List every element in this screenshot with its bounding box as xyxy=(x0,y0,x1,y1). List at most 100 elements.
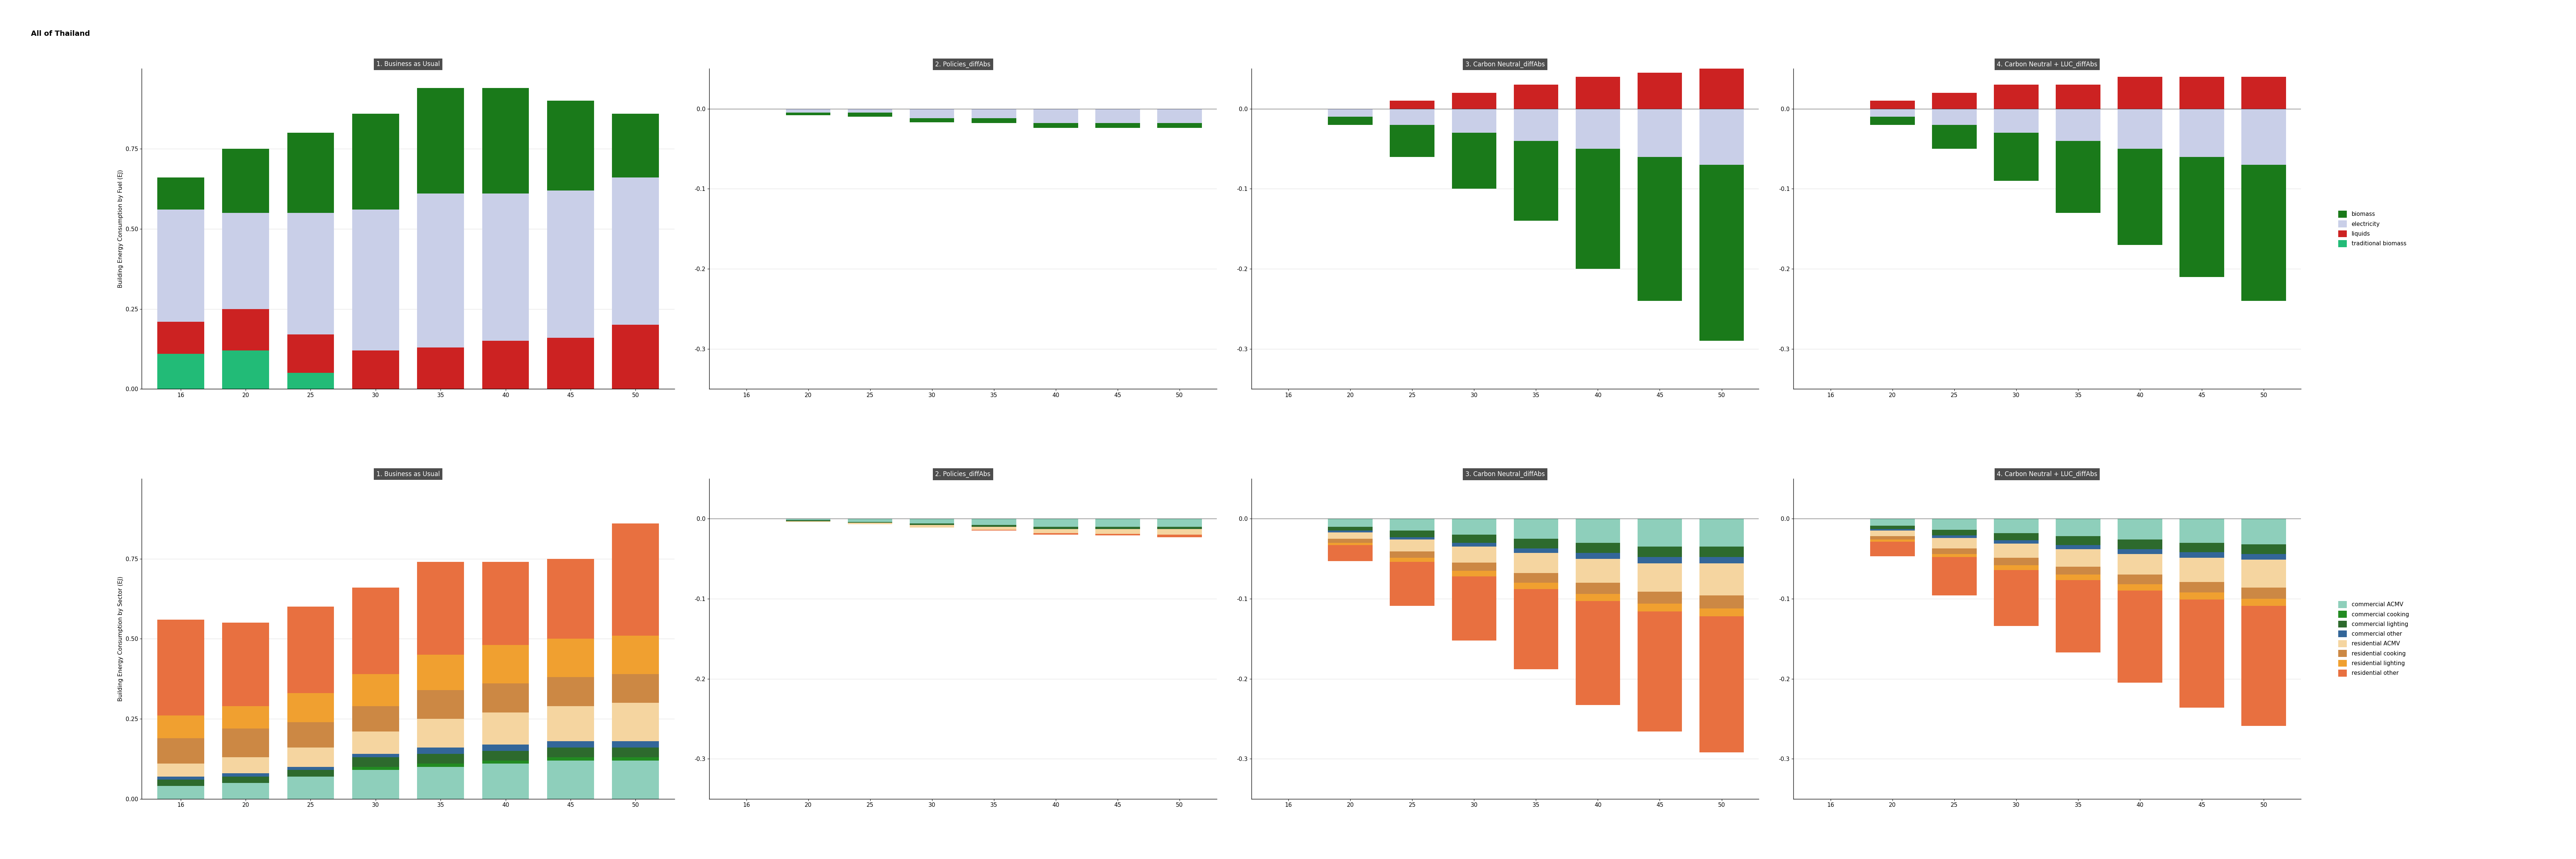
Bar xyxy=(157,210,204,322)
Bar xyxy=(1700,546,1744,557)
Bar xyxy=(1515,85,1558,109)
Bar xyxy=(1329,531,1373,533)
Bar xyxy=(157,780,204,786)
Bar xyxy=(2241,76,2285,109)
Bar xyxy=(157,786,204,799)
Bar xyxy=(417,655,464,690)
Bar xyxy=(2241,545,2285,554)
Bar xyxy=(1329,539,1373,543)
Bar xyxy=(2056,519,2099,536)
Bar xyxy=(1932,109,1976,125)
Bar xyxy=(2179,76,2223,109)
Bar xyxy=(1577,543,1620,553)
Bar xyxy=(2179,519,2223,543)
Text: All of Thailand: All of Thailand xyxy=(31,30,90,37)
Bar xyxy=(157,738,204,764)
Bar xyxy=(1870,529,1914,531)
Bar xyxy=(613,741,659,747)
Bar xyxy=(546,706,595,741)
Bar xyxy=(1453,546,1497,563)
Bar xyxy=(1932,538,1976,548)
Bar xyxy=(157,354,204,389)
Bar xyxy=(1994,544,2038,557)
Bar xyxy=(1700,519,1744,546)
Bar xyxy=(222,309,268,350)
Bar xyxy=(1453,519,1497,534)
Bar xyxy=(2056,536,2099,545)
Bar xyxy=(289,133,335,213)
Bar xyxy=(482,684,528,712)
Bar xyxy=(157,619,204,716)
Bar xyxy=(1095,529,1141,534)
Bar xyxy=(222,783,268,799)
Bar xyxy=(1453,570,1497,576)
Bar xyxy=(1700,617,1744,752)
Title: 1. Business as Usual: 1. Business as Usual xyxy=(376,61,440,68)
Bar xyxy=(2117,554,2161,575)
Bar xyxy=(2056,581,2099,652)
Bar xyxy=(1329,519,1373,527)
Bar xyxy=(1994,570,2038,626)
Bar xyxy=(1157,109,1203,123)
Bar xyxy=(1638,109,1682,157)
Bar xyxy=(1994,133,2038,180)
Bar xyxy=(222,773,268,777)
Bar xyxy=(1453,109,1497,133)
Bar xyxy=(1157,123,1203,128)
Bar xyxy=(1453,563,1497,570)
Bar xyxy=(2117,539,2161,549)
Bar xyxy=(786,113,829,115)
Bar xyxy=(1700,109,1744,165)
Bar xyxy=(2179,557,2223,582)
Bar xyxy=(417,747,464,754)
Bar xyxy=(1638,557,1682,564)
Bar xyxy=(2241,554,2285,559)
Bar xyxy=(1095,527,1141,529)
Bar xyxy=(417,347,464,389)
Bar xyxy=(1515,109,1558,141)
Bar xyxy=(546,677,595,706)
Bar xyxy=(2117,549,2161,554)
Bar xyxy=(613,325,659,389)
Title: 1. Business as Usual: 1. Business as Usual xyxy=(376,471,440,478)
Bar xyxy=(1577,601,1620,705)
Bar xyxy=(971,525,1015,527)
Bar xyxy=(2056,567,2099,575)
Bar xyxy=(1157,519,1203,527)
Bar xyxy=(1033,519,1077,527)
Bar xyxy=(482,751,528,760)
Bar xyxy=(482,88,528,193)
Bar xyxy=(417,88,464,193)
Bar xyxy=(417,767,464,799)
Bar xyxy=(289,767,335,770)
Bar xyxy=(2241,606,2285,726)
Bar xyxy=(417,719,464,747)
Bar xyxy=(1932,93,1976,109)
Bar xyxy=(222,728,268,758)
Bar xyxy=(1638,546,1682,557)
Bar xyxy=(2117,584,2161,591)
Bar xyxy=(1638,157,1682,301)
Bar xyxy=(2056,575,2099,581)
Bar xyxy=(1932,530,1976,535)
Bar xyxy=(1515,141,1558,221)
Bar xyxy=(2241,109,2285,165)
Bar xyxy=(482,712,528,745)
Bar xyxy=(1932,554,1976,557)
Bar xyxy=(613,178,659,325)
Bar xyxy=(353,588,399,674)
Bar xyxy=(482,645,528,684)
Bar xyxy=(1700,595,1744,608)
Bar xyxy=(1453,93,1497,109)
Bar xyxy=(353,113,399,210)
Bar xyxy=(417,754,464,764)
Bar xyxy=(1994,533,2038,540)
Bar xyxy=(353,770,399,799)
Bar xyxy=(1391,519,1435,531)
Bar xyxy=(546,191,595,338)
Bar xyxy=(909,109,953,119)
Bar xyxy=(1870,101,1914,109)
Legend: biomass, electricity, liquids, traditional biomass: biomass, electricity, liquids, tradition… xyxy=(2339,210,2406,247)
Bar xyxy=(482,760,528,764)
Bar xyxy=(2241,559,2285,588)
